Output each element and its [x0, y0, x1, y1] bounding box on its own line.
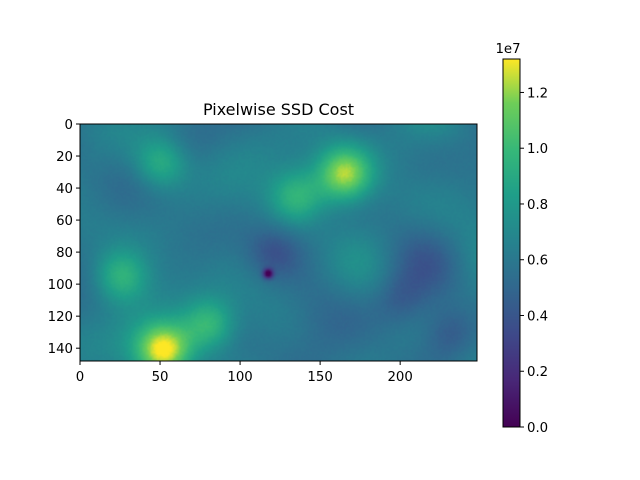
- y-tick-label: 120: [48, 310, 73, 325]
- y-axis: 0 20 40 60 80 100 120 140: [48, 118, 80, 357]
- x-tick-label: 0: [76, 370, 84, 385]
- colorbar-tick-label: 1.2: [527, 86, 548, 101]
- colorbar-tick-label: 1.0: [527, 142, 548, 157]
- colorbar-tick-label: 0.0: [527, 421, 548, 436]
- y-tick-label: 20: [56, 150, 73, 165]
- x-tick-label: 150: [307, 370, 332, 385]
- colorbar-axis: 0.0 0.2 0.4 0.6 0.8 1.0 1.2: [520, 86, 548, 436]
- x-axis: 0 50 100 150 200: [76, 361, 413, 385]
- y-tick-label: 80: [56, 246, 73, 261]
- x-tick-label: 100: [227, 370, 252, 385]
- y-tick-label: 40: [56, 182, 73, 197]
- heatmap-image: [80, 124, 477, 361]
- y-tick-label: 0: [65, 118, 73, 133]
- colorbar-tick-label: 0.2: [527, 365, 548, 380]
- y-tick-label: 60: [56, 214, 73, 229]
- heatmap: [80, 124, 477, 361]
- colorbar-gradient: [503, 59, 520, 427]
- x-tick-label: 50: [152, 370, 169, 385]
- x-tick-label: 200: [387, 370, 412, 385]
- y-tick-label: 140: [48, 342, 73, 357]
- colorbar-tick-label: 0.6: [527, 254, 548, 269]
- colorbar-tick-label: 0.8: [527, 198, 548, 213]
- plot-frame: [79, 123, 478, 362]
- colorbar: 0.0 0.2 0.4 0.6 0.8 1.0 1.2 1e7: [495, 42, 548, 436]
- chart-title: Pixelwise SSD Cost: [203, 100, 354, 119]
- colorbar-tick-label: 0.4: [527, 309, 548, 324]
- colorbar-offset-label: 1e7: [495, 42, 520, 57]
- colorbar-frame: [502, 58, 521, 428]
- y-tick-label: 100: [48, 278, 73, 293]
